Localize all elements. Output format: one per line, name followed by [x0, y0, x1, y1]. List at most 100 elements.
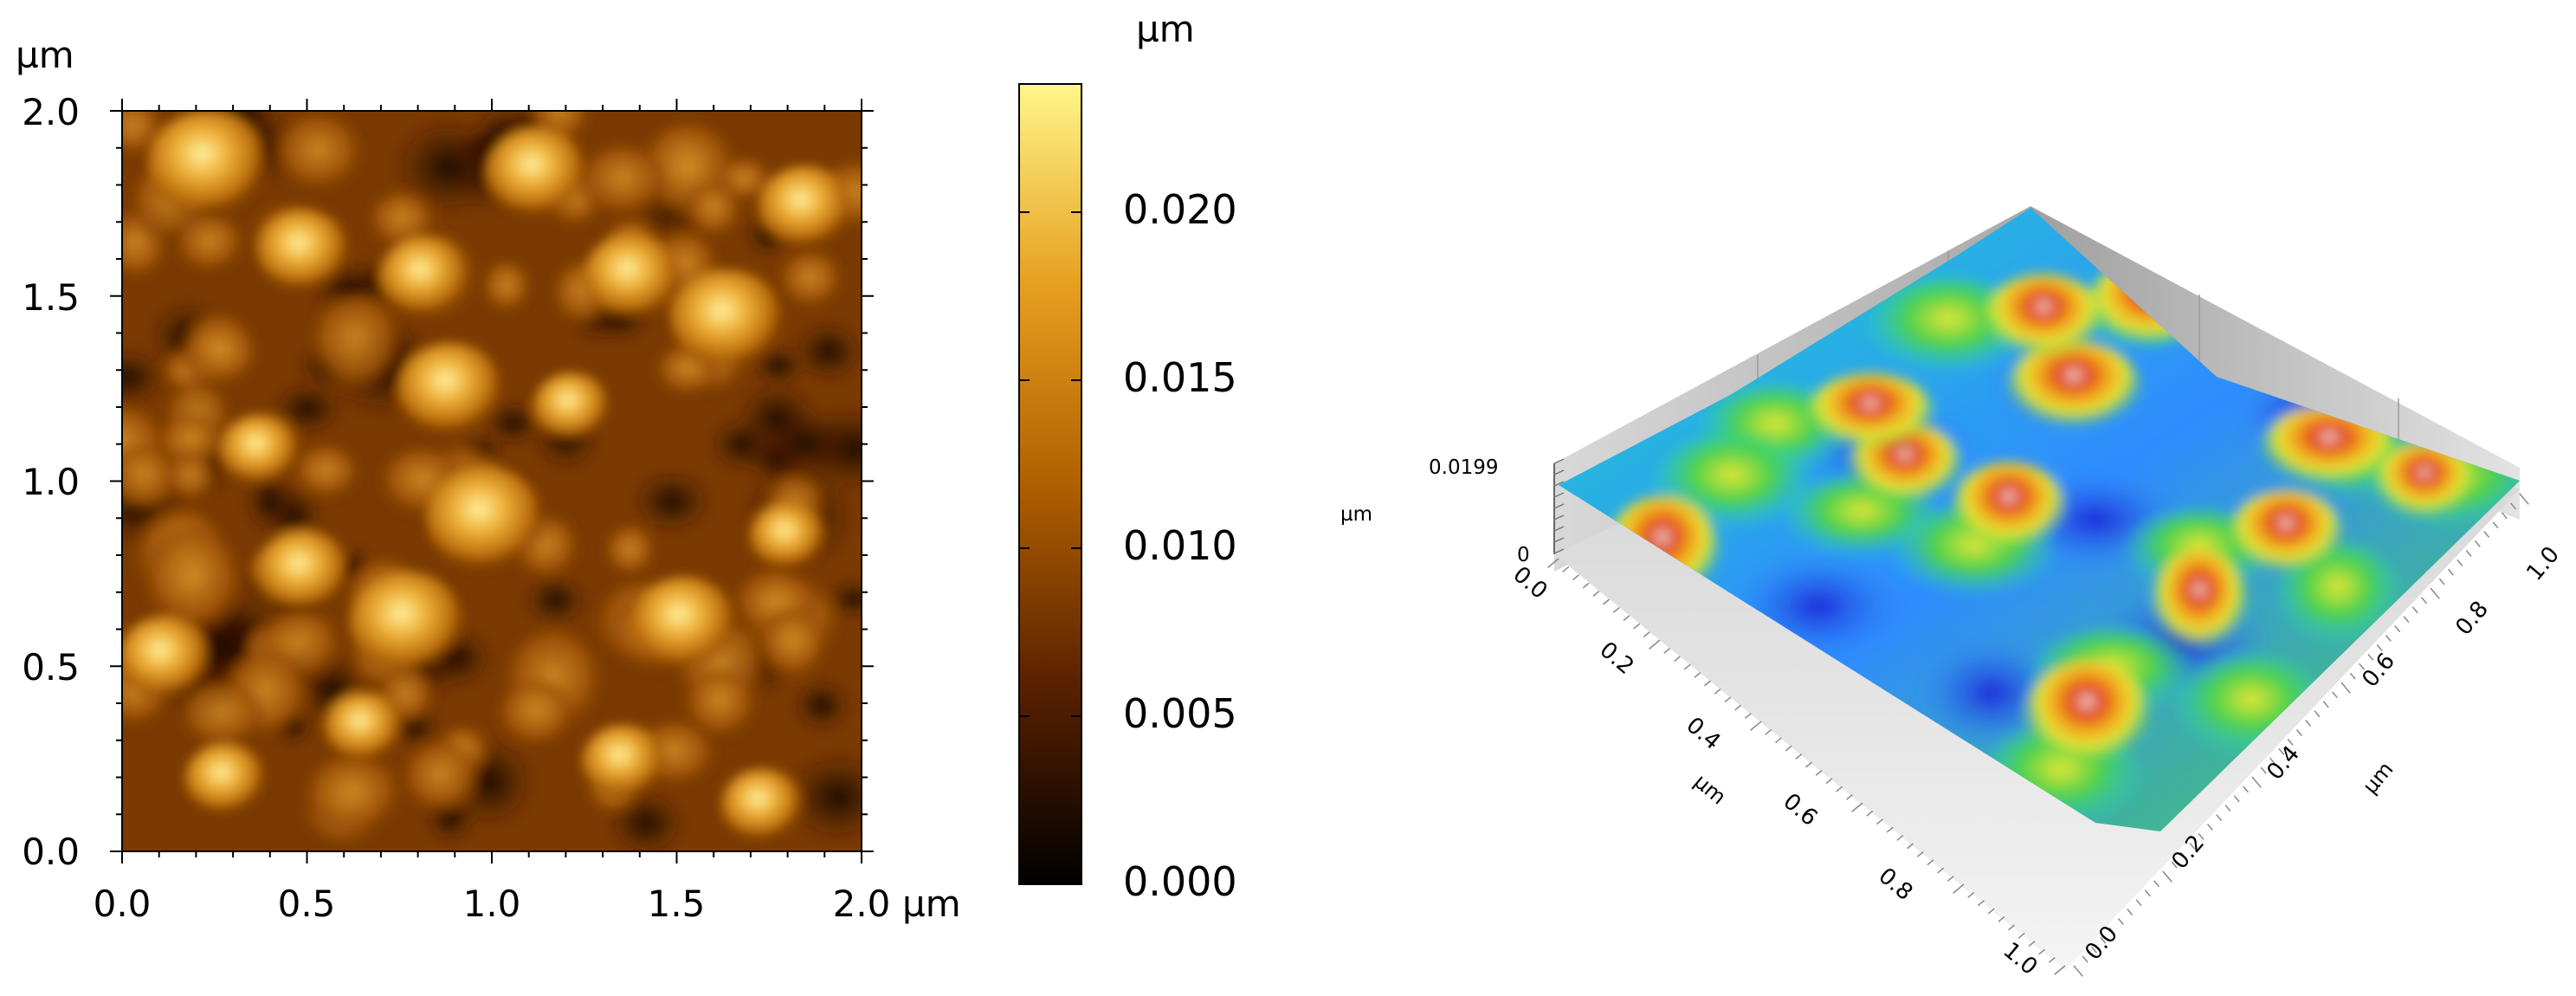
height-map-image: [122, 111, 862, 851]
right-axis-tick: [2108, 927, 2115, 935]
y-tick-label: 2.0: [22, 91, 80, 133]
right-axis-tick: [2251, 776, 2262, 788]
left-axis-tick: [1836, 786, 1843, 792]
left-axis-tick: [1673, 656, 1681, 663]
right-axis-tick: [2073, 965, 2083, 977]
right-axis-tick: [2260, 766, 2267, 774]
left-axis-tick: [1643, 631, 1650, 637]
right-axis-tick: [2465, 549, 2472, 557]
grain: [683, 669, 757, 741]
left-axis-tick: [1886, 826, 1894, 833]
grain-peak: [581, 724, 666, 800]
colorbar-unit: µm: [1136, 8, 1195, 50]
left-axis-tick: [1663, 647, 1671, 654]
right-axis-tick: [2359, 663, 2365, 670]
left-axis-tick: [2048, 957, 2056, 963]
left-axis-tick: [1562, 566, 1570, 572]
left-axis-tick: [1815, 769, 1823, 776]
colorbar-tick-label: 0.000: [1123, 858, 1237, 905]
grain: [496, 679, 575, 749]
left-axis-tick: [1876, 818, 1883, 825]
y-axis-tick-labels: 0.0 0.5 1.0 1.5 2.0: [22, 91, 80, 873]
grain-gap: [122, 346, 168, 408]
grain-peak: [670, 269, 784, 372]
grain: [180, 313, 256, 391]
left-axis-tick-label: 0.0: [1508, 561, 1553, 605]
z-tick: [1553, 503, 1565, 509]
left-axis-tick: [1572, 574, 1579, 581]
surface-peak: [2023, 661, 2151, 777]
grain: [293, 444, 359, 501]
left-axis-tick: [1825, 778, 1833, 785]
y-tick-label: 0.5: [22, 646, 80, 689]
left-axis-tick: [1633, 623, 1641, 630]
x-tick-label: 1.5: [648, 883, 706, 925]
colorbar: [1018, 83, 1082, 885]
colorbar-tick-labels: 0.000 0.005 0.010 0.015 0.020: [1123, 186, 1237, 905]
z-tick: [1553, 492, 1565, 498]
grain-gap: [630, 468, 713, 535]
x-tick-label: 2.0: [833, 883, 891, 925]
right-axis-tick-label: 0.6: [2357, 649, 2400, 693]
left-axis-tick: [2008, 924, 2015, 931]
grain-peak: [324, 692, 404, 763]
afm-height-map-panel: µm 0.0 0.5 1.0 1.5 2.0 µm 0.0 0.5 1.0 1.…: [16, 8, 1237, 925]
z-tick: [1553, 537, 1565, 543]
right-axis-tick: [2385, 635, 2392, 642]
right-axis-tick: [2269, 757, 2276, 765]
right-axis-tick: [2198, 832, 2205, 840]
grain: [273, 113, 363, 193]
grain: [165, 453, 216, 502]
left-axis-tick: [2018, 932, 2025, 939]
left-axis-tick: [1603, 598, 1610, 605]
grain-peak: [583, 233, 681, 321]
left-axis-tick: [1987, 908, 1995, 915]
left-axis-tick: [1734, 704, 1742, 711]
right-axis-tick: [2135, 899, 2142, 907]
left-axis-tick: [1896, 835, 1904, 841]
left-axis-tick: [1866, 810, 1874, 817]
right-axis-tick: [2100, 936, 2107, 944]
z-max-label: 0.0199: [1429, 456, 1498, 479]
x-tick-label: 1.0: [463, 883, 521, 925]
right-axis-tick: [2314, 710, 2321, 718]
left-axis-tick: [1582, 582, 1590, 589]
grain-peak: [426, 466, 544, 573]
colorbar-tick-label: 0.010: [1123, 522, 1237, 569]
right-axis-tick: [2501, 512, 2508, 520]
surface-peak: [2151, 550, 2248, 663]
right-axis-tick: [2278, 747, 2285, 755]
right-axis-tick: [2305, 720, 2312, 728]
left-axis-tick-label: 0.4: [1682, 712, 1726, 755]
right-axis-tick: [2233, 795, 2240, 803]
left-axis-tick-label: 0.6: [1779, 788, 1823, 831]
left-axis-tick: [1967, 891, 1975, 898]
x-tick-label: 0.5: [278, 883, 336, 925]
left-axis-tick: [1694, 672, 1701, 678]
grain-gap: [791, 320, 862, 384]
z-unit-label: µm: [1340, 503, 1372, 526]
right-axis-tick: [2438, 578, 2445, 585]
grain-peak: [256, 210, 350, 293]
surface-peak: [2260, 405, 2398, 495]
right-axis-tick: [2430, 587, 2440, 599]
right-axis-tick: [2332, 691, 2339, 699]
z-tick: [1553, 526, 1565, 532]
left-axis-tick: [2028, 941, 2036, 947]
x-tick-label: 0.0: [94, 883, 152, 925]
right-axis-tick: [2474, 540, 2481, 547]
left-axis-tick: [1947, 876, 1954, 882]
x-axis-tick-labels: 0.0 0.5 1.0 1.5 2.0 µm: [94, 883, 961, 925]
right-axis-tick: [2171, 861, 2178, 869]
right-axis-tick: [2510, 502, 2517, 510]
right-axis-tick: [2340, 682, 2351, 694]
z-tick: [1553, 458, 1565, 464]
colorbar-tick-label: 0.005: [1123, 690, 1237, 737]
right-axis-tick: [2403, 616, 2410, 624]
left-axis-tick: [1547, 558, 1559, 568]
right-axis-tick: [2492, 521, 2499, 529]
z-tick: [1553, 481, 1565, 487]
z-zero-label: 0: [1517, 544, 1530, 566]
grain-peak: [533, 372, 610, 442]
surface-peak: [2373, 443, 2476, 527]
